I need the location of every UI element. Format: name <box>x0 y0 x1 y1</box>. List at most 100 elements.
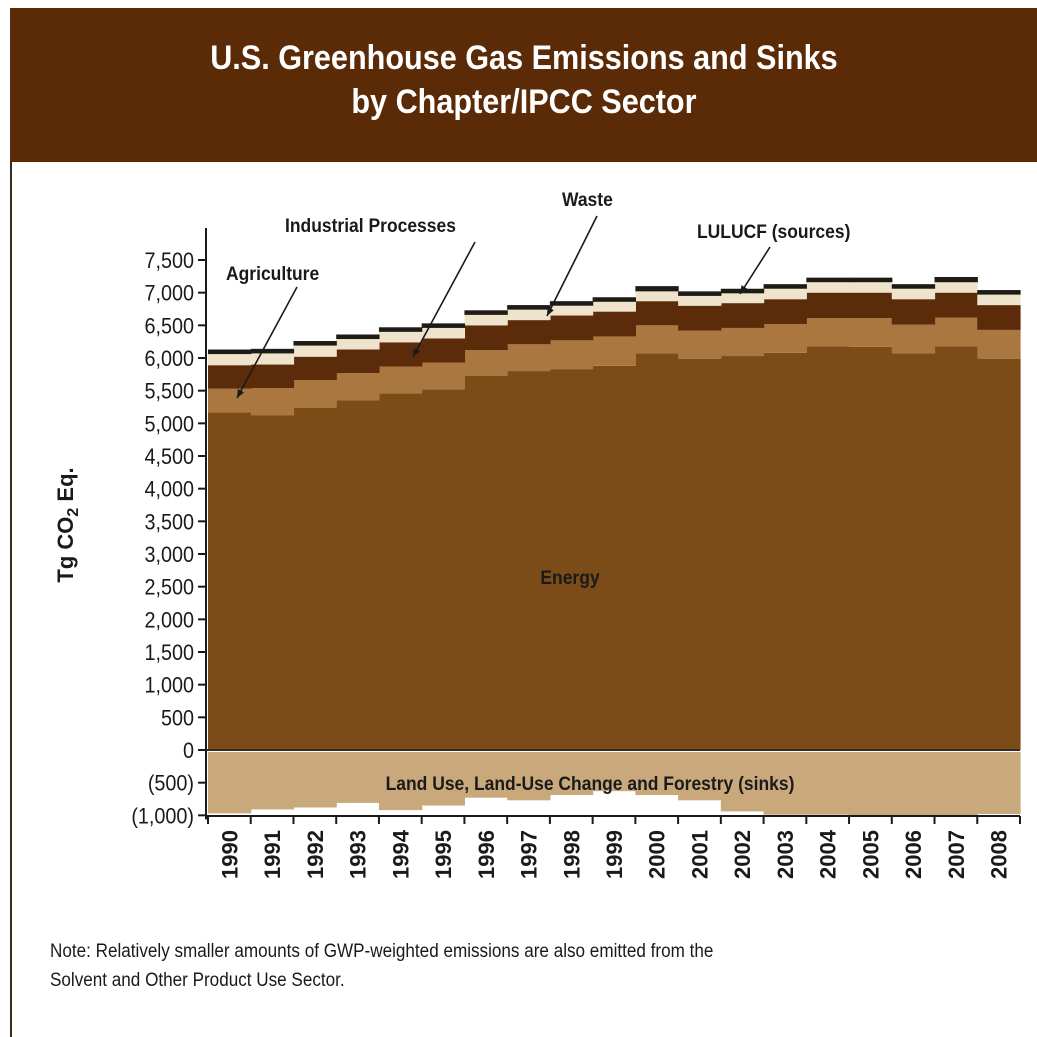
area-energy-1997 <box>507 371 551 750</box>
area-industrial-processes-1991 <box>250 388 295 416</box>
area-industrial-processes-1992 <box>293 380 337 408</box>
area-energy-1995 <box>421 389 466 750</box>
y-tick-label: 2,000 <box>144 608 194 632</box>
area-waste-2000 <box>635 291 679 302</box>
area-energy-1999 <box>592 365 636 750</box>
area-energy-2008 <box>977 358 1021 750</box>
area-industrial-processes-1990 <box>208 388 252 413</box>
area-agriculture-1998 <box>549 315 594 341</box>
chart-annotations: Industrial Processes Waste LULUCF (sources… <box>226 188 850 794</box>
area-lulucf-sources-1996 <box>464 310 508 315</box>
x-tick-label: 1992 <box>303 830 328 879</box>
area-lulucf-sinks-1994 <box>378 752 423 811</box>
area-industrial-processes-2005 <box>849 318 893 347</box>
area-waste-1998 <box>549 305 594 316</box>
area-agriculture-1999 <box>592 311 636 337</box>
x-tick-label: 1999 <box>602 830 627 879</box>
area-industrial-processes-2000 <box>635 325 679 354</box>
y-tick-label: 3,500 <box>144 510 194 534</box>
area-agriculture-1997 <box>507 320 551 345</box>
y-tick-label: 7,000 <box>144 282 194 306</box>
y-axis-label-suffix: Eq. <box>53 467 78 507</box>
area-waste-1994 <box>378 331 423 343</box>
x-tick-label: 1990 <box>217 830 242 879</box>
area-waste-2005 <box>849 282 893 293</box>
area-lulucf-sources-2006 <box>891 284 936 289</box>
footnote-line-1: Note: Relatively smaller amounts of GWP-… <box>50 941 714 962</box>
y-tick-label: 7,500 <box>144 249 194 273</box>
area-lulucf-sinks-2006 <box>891 752 936 816</box>
y-tick-label: 0 <box>183 739 194 763</box>
area-energy-1990 <box>208 412 252 750</box>
area-industrial-processes-1994 <box>378 366 423 394</box>
area-energy-2005 <box>849 346 893 750</box>
area-lulucf-sinks-2005 <box>849 752 893 816</box>
area-waste-2001 <box>678 295 722 306</box>
title-banner <box>10 8 1037 162</box>
area-energy-1998 <box>549 369 594 750</box>
area-waste-1999 <box>592 301 636 312</box>
x-tick-label: 2002 <box>730 830 755 879</box>
area-energy-2004 <box>806 346 850 750</box>
x-tick-label: 1998 <box>559 830 584 879</box>
area-agriculture-2000 <box>635 301 679 326</box>
area-energy-1993 <box>336 400 380 750</box>
x-tick-label: 1996 <box>474 830 499 879</box>
area-energy-1996 <box>464 375 508 750</box>
area-industrial-processes-2006 <box>891 324 936 354</box>
y-tick-label: 5,000 <box>144 412 194 436</box>
x-tick-label: 2003 <box>773 830 798 879</box>
area-agriculture-1992 <box>293 356 337 381</box>
annotation-waste: Waste <box>562 188 613 210</box>
series-industrial-processes <box>208 317 1021 416</box>
y-tick-label: 1,500 <box>144 641 194 665</box>
area-lulucf-sources-2005 <box>849 277 893 283</box>
x-tick-label: 2007 <box>944 830 969 879</box>
frame-left-border <box>10 162 12 1037</box>
area-waste-1995 <box>421 327 466 339</box>
area-lulucf-sources-2000 <box>635 286 679 292</box>
x-tick-label: 1997 <box>517 830 542 879</box>
y-tick-label: 3,000 <box>144 543 194 567</box>
x-tick-label: 1994 <box>388 829 413 879</box>
area-lulucf-sinks-1990 <box>208 752 252 814</box>
y-tick-label: 5,500 <box>144 380 194 404</box>
area-waste-1992 <box>293 345 337 357</box>
area-lulucf-sinks-1999 <box>592 752 636 792</box>
annotation-industrial-processes: Industrial Processes <box>285 214 456 236</box>
area-agriculture-2004 <box>806 292 850 319</box>
area-waste-2008 <box>977 294 1021 306</box>
y-tick-label: 6,000 <box>144 347 194 371</box>
area-industrial-processes-1998 <box>549 340 594 370</box>
area-waste-1996 <box>464 314 508 326</box>
industrial-processes-leader <box>412 241 476 358</box>
area-waste-2002 <box>720 293 765 304</box>
agriculture-leader-head <box>237 389 245 398</box>
title-line-2: by Chapter/IPCC Sector <box>351 83 697 121</box>
area-industrial-processes-1995 <box>421 362 466 390</box>
y-axis-label-main: Tg CO <box>53 517 78 583</box>
y-axis-label: Tg CO2 Eq. <box>53 467 82 582</box>
lulucf-sources-leader-head <box>740 285 748 294</box>
annotation-energy: Energy <box>540 566 600 588</box>
area-industrial-processes-2001 <box>678 330 722 359</box>
y-axis-label-subscript: 2 <box>65 508 82 517</box>
x-tick-label: 2008 <box>987 830 1012 879</box>
waste-leader <box>546 215 598 317</box>
area-energy-2003 <box>763 352 807 750</box>
y-axis-ticks: 7,500 7,000 6,500 6,000 5,500 5,000 4,500 4,000… <box>131 249 206 829</box>
area-agriculture-2007 <box>934 292 978 318</box>
x-tick-label: 2001 <box>687 830 712 879</box>
area-waste-2004 <box>806 282 850 293</box>
area-energy-1991 <box>250 415 295 750</box>
chart-areas <box>208 276 1021 816</box>
area-lulucf-sinks-2000 <box>635 752 679 796</box>
area-industrial-processes-1997 <box>507 344 551 372</box>
area-waste-1993 <box>336 339 380 350</box>
area-lulucf-sources-1998 <box>549 301 594 306</box>
area-agriculture-1990 <box>208 365 252 389</box>
area-lulucf-sinks-1998 <box>549 752 594 796</box>
footnote-line-2: Solvent and Other Product Use Sector. <box>50 970 345 991</box>
annotation-agriculture: Agriculture <box>226 262 319 284</box>
